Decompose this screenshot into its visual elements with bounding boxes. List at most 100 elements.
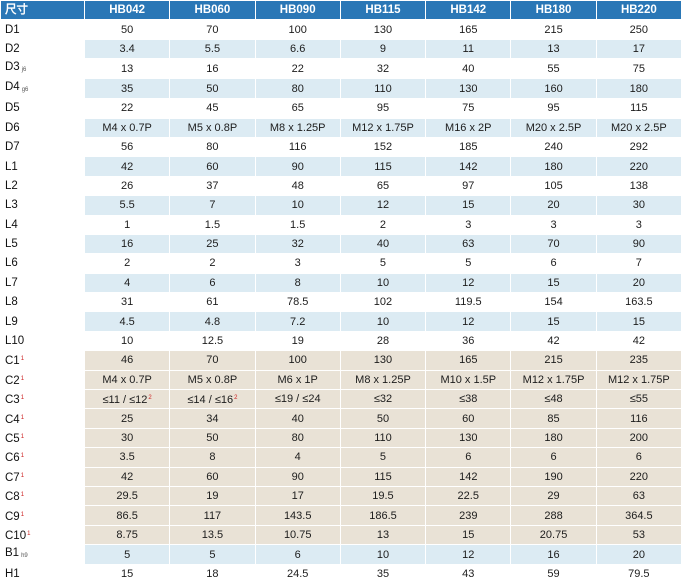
cell-value: 17: [291, 490, 304, 503]
table-cell: 61: [169, 292, 256, 313]
table-cell: M4 x 0.7P: [83, 369, 171, 391]
cell-value: 5: [209, 548, 216, 561]
cell-value: 15: [632, 315, 645, 328]
cell-value: M20 x 2.5P: [525, 121, 582, 134]
cell-value: 10: [376, 315, 390, 328]
cell-value: 61: [206, 296, 219, 309]
cell-value: 12.5: [201, 335, 224, 348]
table-cell: 5.5: [83, 195, 171, 216]
table-cell: 12: [425, 311, 512, 332]
table-cell: 15: [595, 311, 682, 332]
table-cell: M6 x 1P: [254, 369, 341, 391]
table-cell: 115: [339, 466, 427, 487]
cell-value: 6: [550, 257, 557, 270]
row-label: C61: [0, 447, 85, 468]
table-cell: 4.5: [83, 311, 171, 332]
cell-value: 60: [206, 160, 219, 173]
cell-value: 12: [462, 548, 475, 561]
table-cell: 138: [595, 175, 682, 197]
cell-value: 32: [291, 238, 304, 251]
table-cell: 50: [169, 78, 256, 100]
cell-value: 31: [121, 296, 134, 309]
cell-value: M8 x 1.25P: [269, 121, 326, 134]
table-cell: 75: [595, 58, 682, 80]
table-cell: 165: [425, 350, 512, 371]
table-cell: 6: [510, 447, 597, 468]
table-cell: 130: [425, 78, 512, 100]
table-cell: 95: [510, 98, 597, 119]
table-cell: ≤38: [425, 389, 512, 410]
table-cell: 30: [83, 427, 171, 449]
cell-value: 186.5: [369, 509, 397, 522]
cell-value: 42: [547, 335, 560, 348]
table-cell: 186.5: [339, 505, 427, 526]
table-cell: 65: [254, 98, 341, 119]
cell-value: 2: [209, 257, 216, 270]
cell-value: 8: [294, 276, 301, 289]
table-cell: 100: [254, 350, 341, 371]
row-label-text: C2: [5, 374, 20, 387]
table-cell: 22: [254, 58, 341, 80]
cell-value: 7.2: [290, 315, 306, 328]
cell-value: 53: [632, 528, 645, 541]
cell-value: 190: [544, 470, 563, 483]
cell-value: 80: [291, 82, 304, 95]
table-cell: 78.5: [254, 292, 341, 313]
table-cell: 63: [595, 485, 682, 507]
table-cell: 59: [510, 564, 597, 585]
cell-value: M12 x 1.75P: [607, 373, 670, 386]
table-cell: 60: [169, 156, 256, 177]
table-cell: M8 x 1.25P: [339, 369, 427, 391]
table-cell: 42: [595, 330, 682, 352]
cell-value: 20: [632, 276, 645, 289]
table-cell: 180: [595, 78, 682, 100]
table-cell: 10: [339, 272, 427, 294]
row-label: C51: [0, 427, 85, 449]
row-label: L9: [0, 311, 85, 332]
cell-value: M12 x 1.75P: [352, 121, 414, 134]
table-cell: 20: [510, 195, 597, 216]
table-row: C11 46 70 100 130 165 215 235: [0, 350, 682, 371]
cell-value: 142: [459, 470, 478, 483]
table-row: D6 M4 x 0.7P M5 x 0.8P M8 x 1.25P M12 x 1.75…: [0, 117, 682, 138]
footnote-mark: 1: [20, 511, 25, 518]
table-cell: 10: [339, 544, 427, 566]
table-cell: 97: [425, 175, 512, 197]
header-model-hb142: HB142: [425, 0, 512, 21]
cell-value: 185: [459, 141, 478, 154]
cell-value: 3: [635, 218, 642, 231]
cell-value: 26: [121, 179, 134, 192]
row-label-text: L5: [5, 238, 18, 251]
table-cell: 19: [254, 330, 341, 352]
cell-value: 200: [629, 432, 649, 444]
table-cell: 215: [510, 19, 597, 40]
cell-value: 19: [291, 335, 304, 348]
cell-value: 5.5: [119, 199, 135, 212]
cell-value: 85: [547, 412, 560, 425]
cell-value: 15: [462, 528, 475, 541]
table-cell: 5: [425, 253, 512, 274]
cell-value: 48: [291, 179, 304, 192]
row-label: D1: [0, 19, 85, 40]
row-label-text: D6: [5, 121, 20, 134]
cell-value: 115: [630, 102, 648, 115]
cell-value: 130: [373, 354, 393, 367]
footnote-mark: 1: [27, 530, 31, 537]
table-row: L7 4 6 8 10 12 15 20: [0, 272, 682, 294]
cell-value: 1.5: [290, 218, 306, 231]
table-cell: 16: [83, 233, 171, 255]
table-cell: 13: [510, 38, 597, 60]
table-cell: 2: [83, 253, 171, 274]
cell-value: 6: [294, 548, 301, 561]
table-cell: 3.4: [83, 38, 171, 60]
cell-value: 288: [544, 509, 563, 522]
table-cell: 3.5: [83, 447, 171, 468]
cell-value: 40: [376, 238, 390, 251]
cell-value: 250: [629, 23, 649, 36]
table-cell: 117: [169, 505, 256, 526]
cell-value: 13: [121, 62, 134, 75]
table-cell: 215: [510, 350, 597, 371]
table-cell: 6: [595, 447, 682, 468]
table-cell: ≤32: [339, 389, 427, 410]
cell-value: 15: [462, 199, 475, 212]
